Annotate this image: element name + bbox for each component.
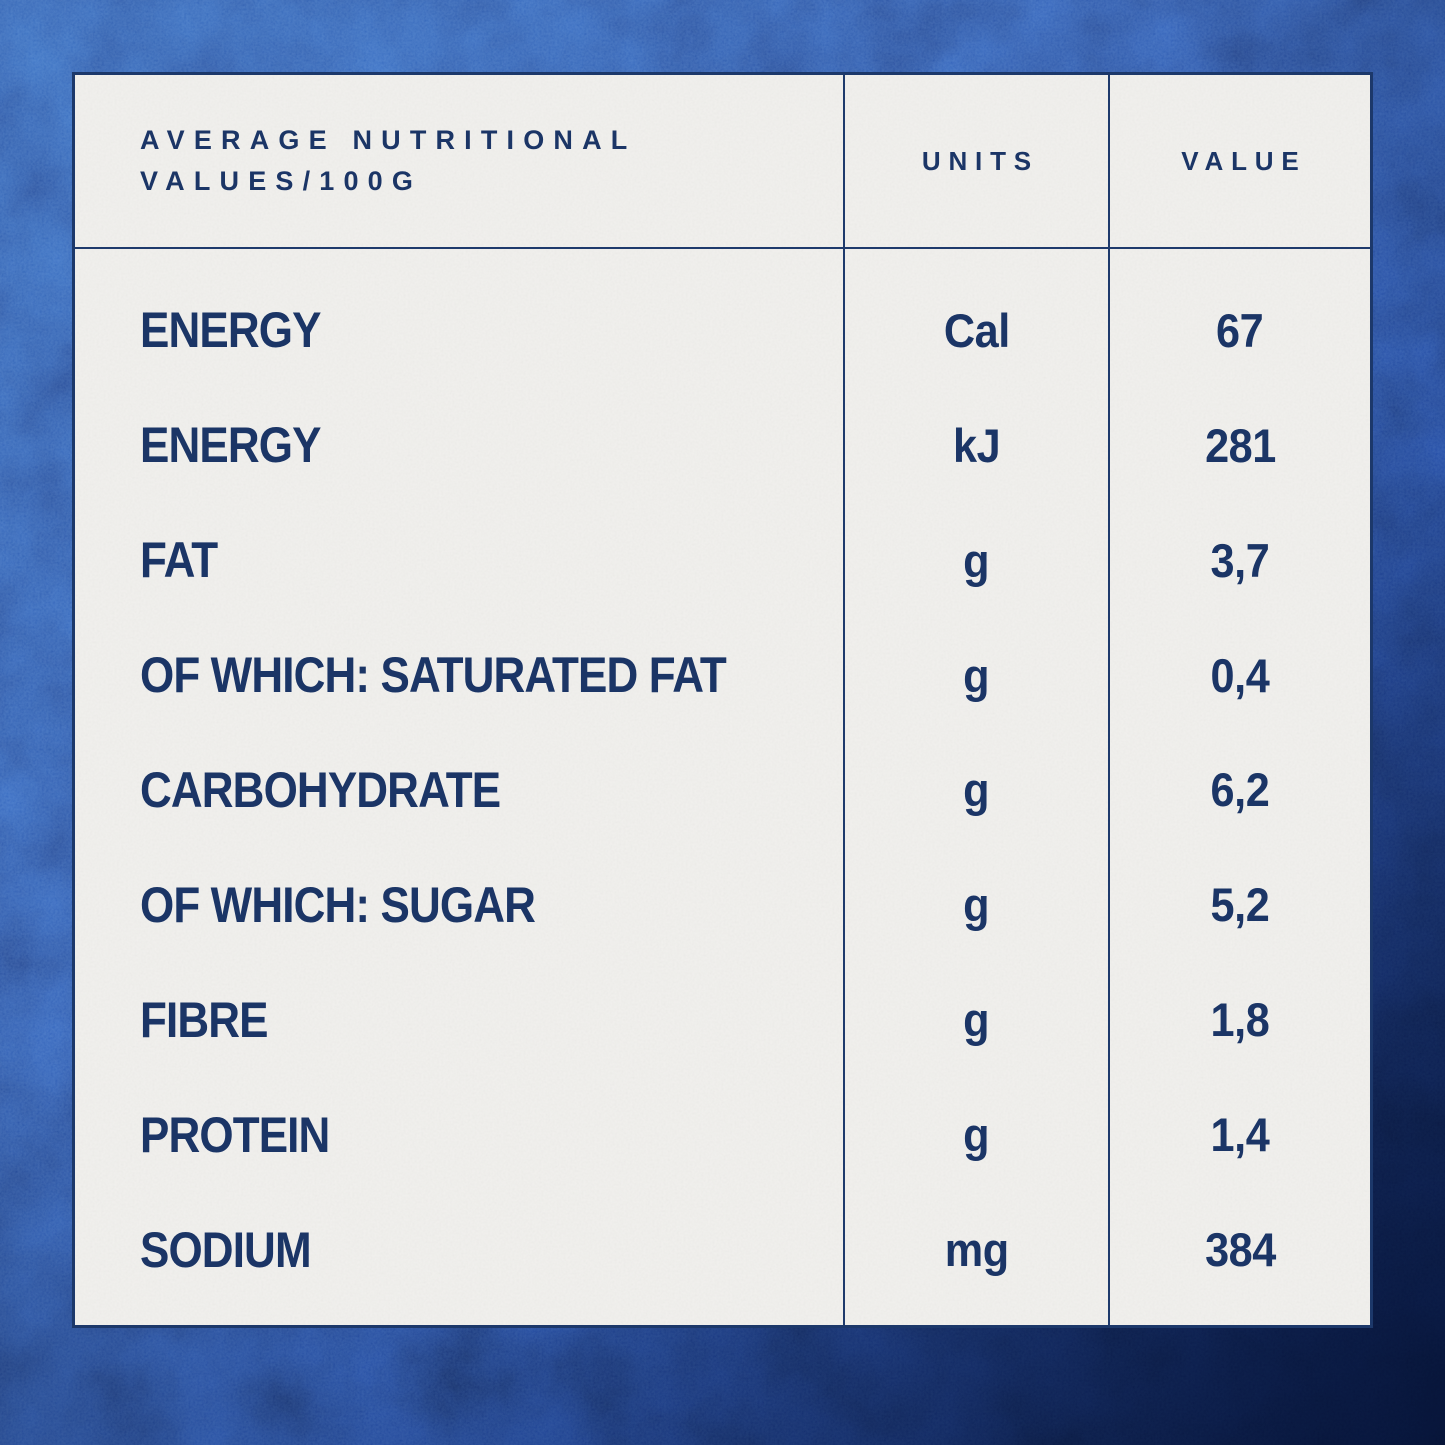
header-cell-title: AVERAGE NUTRITIONAL VALUES/100G [75,75,843,247]
value-column-header: VALUE [1181,145,1307,176]
table-title: AVERAGE NUTRITIONAL VALUES/100G [140,120,636,202]
table-row-energy-kj-label: ENERGY [75,388,843,503]
nutrient-label: SODIUM [140,1221,312,1278]
table-row-sodium-label: SODIUM [75,1192,843,1307]
table-row-fibre-value: 1,8 [1110,962,1370,1077]
table-row-fat-value: 3,7 [1110,503,1370,618]
nutrient-value: 0,4 [1210,648,1270,702]
table-row-sodium-value: 384 [1110,1192,1370,1307]
header-cell-value: VALUE [1110,75,1370,247]
nutrient-value: 1,8 [1210,993,1270,1047]
nutrient-unit: g [963,763,990,817]
nutrient-label: FAT [140,532,218,589]
nutrient-value: 3,7 [1210,533,1270,587]
table-row-sugar-value: 5,2 [1110,847,1370,962]
table-row-sugar-label: OF WHICH: SUGAR [75,847,843,962]
table-row-energy-kj-value: 281 [1110,388,1370,503]
table-row-sodium-unit: mg [843,1192,1110,1307]
nutrient-unit: g [963,878,990,932]
table-row-fibre-label: FIBRE [75,962,843,1077]
table-row-protein-unit: g [843,1077,1110,1192]
table-body: ENERGY Cal 67 ENERGY kJ 281 FAT g 3,7 [75,249,1370,1325]
nutrient-value: 5,2 [1210,878,1270,932]
nutrient-unit: g [963,533,990,587]
nutrient-value: 281 [1204,418,1276,472]
table-row-fat-unit: g [843,503,1110,618]
table-title-line1: AVERAGE NUTRITIONAL [140,125,637,155]
table-row-saturated-fat-unit: g [843,618,1110,733]
nutrient-label: CARBOHYDRATE [140,761,501,818]
nutrient-label: OF WHICH: SATURATED FAT [140,647,727,704]
table-row-energy-cal-value: 67 [1110,273,1370,388]
table-row-energy-cal-label: ENERGY [75,273,843,388]
table-header-row: AVERAGE NUTRITIONAL VALUES/100G UNITS VA… [75,75,1370,247]
header-cell-units: UNITS [843,75,1110,247]
table-row-protein-value: 1,4 [1110,1077,1370,1192]
nutrient-value: 1,4 [1210,1108,1270,1162]
table-row-energy-cal-unit: Cal [843,273,1110,388]
table-row-protein-label: PROTEIN [75,1077,843,1192]
table-row-carbohydrate-value: 6,2 [1110,733,1370,848]
nutrient-unit: Cal [943,303,1010,357]
nutrient-label: OF WHICH: SUGAR [140,876,536,933]
table-row-fibre-unit: g [843,962,1110,1077]
table-row-sugar-unit: g [843,847,1110,962]
units-column-header: UNITS [921,145,1039,176]
header-divider-line [75,247,1370,249]
nutrition-table: AVERAGE NUTRITIONAL VALUES/100G UNITS VA… [72,72,1373,1328]
nutrient-unit: g [963,993,990,1047]
nutrient-value: 384 [1204,1223,1276,1277]
nutrient-label: ENERGY [140,302,321,359]
nutrient-label: ENERGY [140,417,321,474]
table-row-saturated-fat-label: OF WHICH: SATURATED FAT [75,618,843,733]
table-row-saturated-fat-value: 0,4 [1110,618,1370,733]
column-divider-units [843,75,845,1325]
nutrient-unit: kJ [952,418,1001,472]
column-divider-value [1108,75,1110,1325]
table-row-fat-label: FAT [75,503,843,618]
nutrient-unit: g [963,1108,990,1162]
nutrient-value: 6,2 [1210,763,1270,817]
table-title-line2: VALUES/100G [140,166,423,196]
table-row-carbohydrate-label: CARBOHYDRATE [75,733,843,848]
nutrient-value: 67 [1216,303,1264,357]
nutrient-unit: mg [944,1223,1009,1277]
nutrient-unit: g [963,648,990,702]
nutrient-label: FIBRE [140,991,268,1048]
table-row-carbohydrate-unit: g [843,733,1110,848]
nutrient-label: PROTEIN [140,1106,330,1163]
table-row-energy-kj-unit: kJ [843,388,1110,503]
